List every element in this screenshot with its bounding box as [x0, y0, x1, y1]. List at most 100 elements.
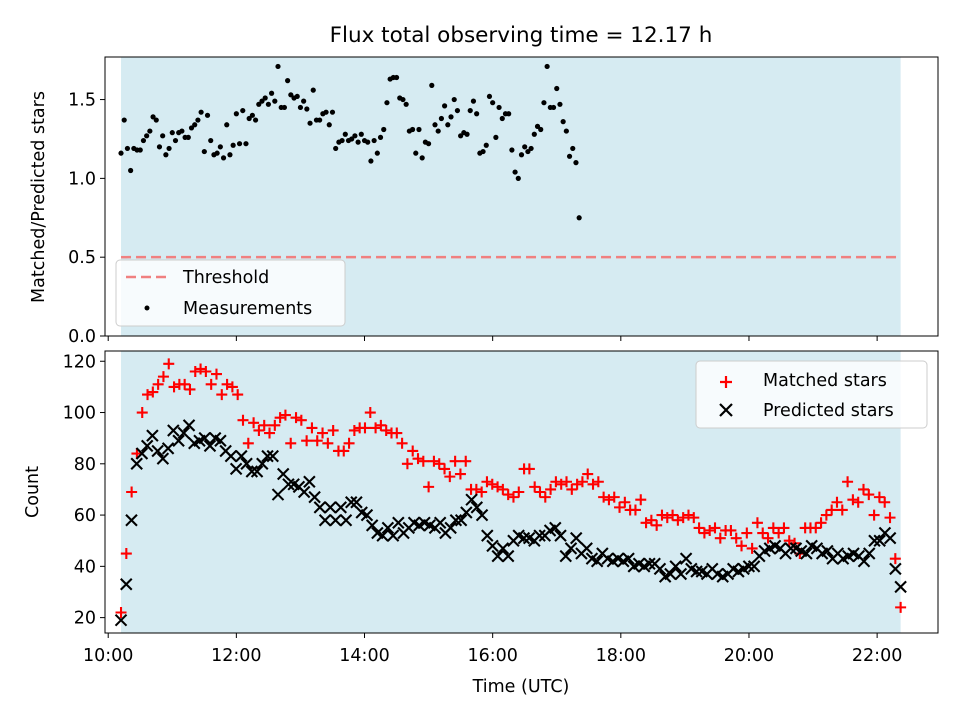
matched-star-marker [873, 491, 885, 503]
y-tick-label: 120 [63, 352, 96, 372]
measurement-point [416, 126, 422, 133]
matched-star-marker [879, 496, 891, 508]
predicted-star-marker [433, 516, 447, 530]
measurement-point [272, 98, 278, 104]
matched-star-marker [704, 524, 716, 536]
predicted-star-marker [679, 552, 693, 565]
measurement-point [285, 78, 291, 84]
measurement-point [458, 133, 464, 139]
predicted-star-marker [135, 447, 149, 460]
measurement-point [249, 112, 255, 118]
y-tick-label: 20 [74, 609, 96, 629]
y-tick-label: 60 [74, 506, 96, 526]
matched-star-marker [492, 481, 504, 493]
matched-star-marker [497, 483, 509, 495]
x-tick-label: 10:00 [83, 646, 133, 666]
matched-star-marker [667, 509, 679, 521]
predicted-star-marker [245, 465, 259, 478]
matched-star-marker [470, 483, 482, 495]
predicted-star-marker [324, 501, 337, 514]
matched-star-marker [380, 424, 392, 436]
matched-star-marker [237, 414, 249, 426]
matched-star-marker [364, 407, 376, 419]
measurement-point [467, 107, 473, 114]
matched-star-marker [205, 378, 217, 390]
predicted-star-marker [313, 501, 327, 514]
measurement-point [259, 98, 265, 104]
matched-star-marker [258, 419, 270, 431]
measurement-point [374, 150, 380, 156]
x-tick-label: 16:00 [467, 646, 517, 666]
measurement-point [281, 104, 288, 111]
matched-star-marker [603, 494, 615, 506]
measurement-point [377, 134, 384, 140]
matched-star-marker [327, 424, 339, 436]
x-axis-label: Time (UTC) [472, 677, 570, 697]
matched-star-marker [115, 606, 127, 618]
measurement-point [384, 100, 390, 106]
chart-title: Flux total observing time = 12.17 h [330, 23, 713, 48]
predicted-star-marker [643, 557, 656, 571]
measurement-point [538, 126, 544, 133]
predicted-star-marker [282, 478, 295, 491]
predicted-star-marker [554, 529, 567, 542]
measurement-point [240, 107, 246, 114]
measurement-point [147, 128, 153, 134]
measurement-point [118, 150, 124, 156]
bottom-axes-frame [104, 350, 939, 634]
measurement-point [563, 128, 569, 134]
measurement-point [172, 137, 179, 144]
measurement-point [349, 136, 355, 142]
predicted-star-marker [470, 501, 484, 514]
matched-star-marker [338, 445, 350, 457]
matched-star-marker [412, 453, 424, 465]
bottom-panel: 20 40 60 80 100 120 10:00 12:00 14:00 16:00 18:00… [23, 350, 939, 697]
measurement-point [483, 142, 489, 148]
measurement-point [531, 131, 537, 137]
matched-star-marker [486, 478, 498, 490]
measurement-point [288, 92, 294, 98]
measurement-point [169, 130, 175, 136]
matched-star-marker [656, 509, 668, 521]
matched-star-marker [507, 491, 519, 503]
matched-star-marker [136, 407, 148, 419]
matched-star-marker [852, 496, 864, 508]
matched-star-marker [502, 489, 514, 501]
predicted-star-marker [894, 580, 907, 594]
matched-star-marker [301, 435, 313, 447]
measurement-point [355, 139, 361, 145]
predicted-star-marker [653, 562, 667, 576]
matched-star-marker [407, 445, 419, 457]
matched-star-marker [757, 527, 769, 539]
predicted-star-marker [151, 444, 164, 458]
measurement-point [140, 137, 147, 144]
measurement-point [470, 98, 477, 104]
measurement-point [160, 133, 166, 139]
top-axes-frame [104, 56, 939, 337]
measurement-point [192, 122, 198, 128]
measurement-point [566, 153, 573, 159]
matched-star-marker [714, 532, 726, 544]
legend-matched-label: Matched stars [763, 371, 887, 391]
matched-star-marker [868, 509, 880, 521]
measurement-point [233, 111, 239, 117]
matched-star-marker [884, 512, 896, 524]
matched-star-marker [417, 455, 429, 467]
predicted-star-marker [146, 429, 159, 442]
predicted-star-marker [784, 542, 797, 555]
predicted-star-marker [214, 434, 227, 447]
predicted-star-marker [229, 462, 243, 476]
predicted-star-marker [559, 549, 573, 563]
measurement-point [393, 74, 400, 81]
matched-star-marker [561, 476, 573, 488]
matched-star-marker [545, 483, 557, 495]
measurement-point [352, 133, 358, 139]
measurement-point [124, 145, 131, 152]
measurement-point [342, 131, 348, 137]
measurement-point [166, 145, 172, 152]
measurement-point [297, 104, 304, 111]
matched-star-marker [242, 437, 254, 449]
measurement-point [195, 117, 201, 123]
matched-star-marker [189, 366, 201, 378]
bottom-y-axis: 20 40 60 80 100 120 [63, 352, 105, 629]
